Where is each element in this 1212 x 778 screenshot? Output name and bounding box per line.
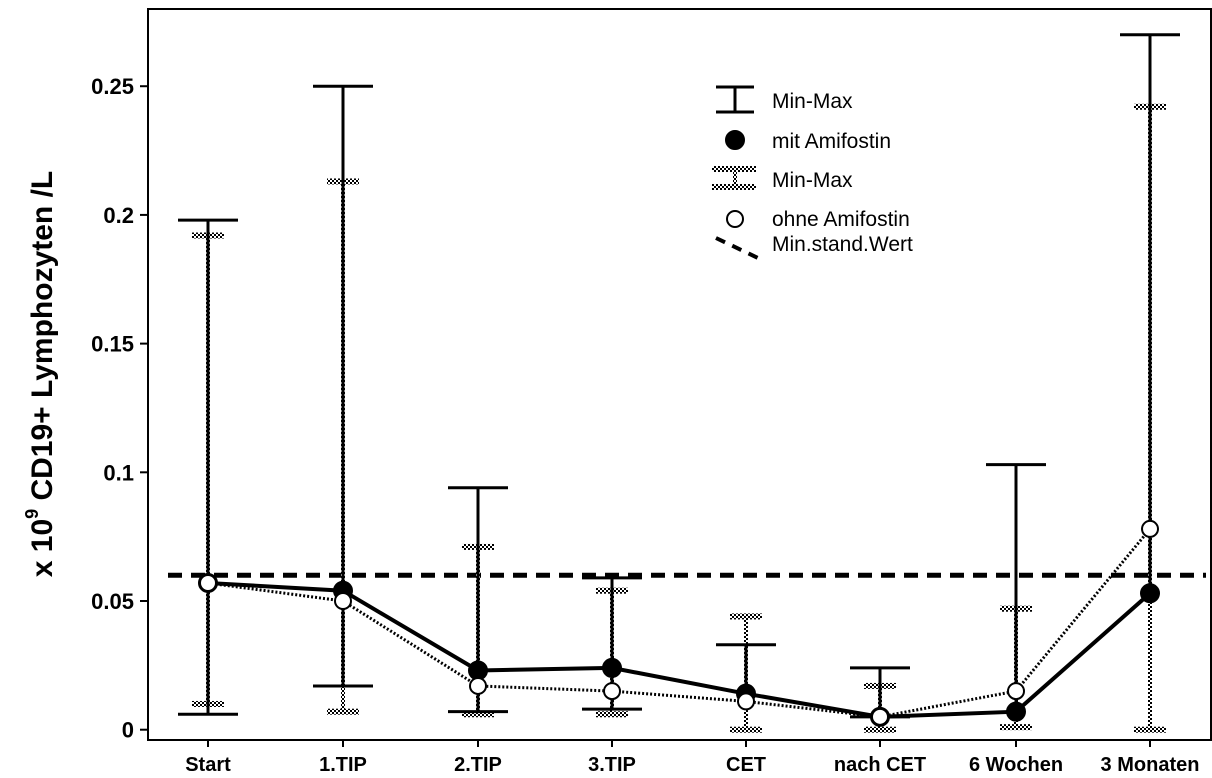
legend: Min-Max mit Amifostin Min-Max ohne Amifo… — [712, 85, 913, 260]
y-axis: 0 0.05 0.1 0.15 0.2 0.25 — [91, 74, 148, 743]
legend-item-mit-range: Min-Max — [716, 85, 853, 114]
errorbar-ohne-cap-min — [462, 711, 494, 718]
y-axis-title-exponent: 9 — [22, 509, 42, 519]
errorbar-mit-3 Monaten — [1120, 33, 1180, 594]
point-mit-3 Monaten — [1140, 583, 1160, 604]
errorbar-ohne-cap-min — [730, 726, 762, 733]
y-tick-label-5: 0.25 — [91, 74, 134, 99]
y-tick-label-3: 0.15 — [91, 332, 134, 357]
legend-label-ohne-amifostin: ohne Amifostin — [772, 208, 910, 231]
line-ohne-amifostin — [207, 527, 1152, 719]
y-axis-title-prefix: x 10 — [26, 519, 59, 577]
plot-frame — [147, 8, 1212, 741]
x-tick-label-3: 3.TIP — [588, 754, 636, 776]
x-tick-label-1: 1.TIP — [319, 754, 367, 776]
point-ohne-nach CET — [871, 707, 889, 726]
x-tick-label-7: 3 Monaten — [1101, 754, 1200, 776]
errorbar-mit-Start — [178, 218, 238, 716]
x-tick-label-2: 2.TIP — [454, 754, 502, 776]
legend-label-mit-range: Min-Max — [772, 90, 853, 113]
legend-label-mit-amifostin: mit Amifostin — [772, 130, 891, 153]
errorbar-ohne-cap-min — [1000, 724, 1032, 731]
point-ohne-2.TIP — [469, 676, 487, 695]
point-ohne-Start — [199, 573, 217, 592]
errorbar-ohne-cap-max — [730, 613, 762, 620]
y-tick-label-4: 0.2 — [103, 203, 134, 228]
point-mit-3.TIP — [602, 657, 622, 678]
point-ohne-1.TIP — [334, 592, 352, 611]
errorbar-ohne-cap-min — [327, 708, 359, 715]
y-tick-label-2: 0.1 — [103, 460, 134, 485]
errorbar-ohne-cap-min — [1134, 726, 1166, 733]
line-mit-amifostin — [207, 580, 1152, 719]
x-tick-label-0: Start — [185, 754, 231, 776]
point-ohne-CET — [737, 692, 755, 711]
legend-item-reference: Min.stand.Wert — [715, 233, 913, 260]
point-ohne-3.TIP — [603, 682, 621, 701]
point-mit-6 Wochen — [1006, 701, 1026, 722]
series-lines — [207, 527, 1152, 719]
point-ohne-3 Monaten — [1141, 519, 1159, 538]
legend-label-reference: Min.stand.Wert — [772, 233, 913, 256]
series-markers — [198, 519, 1160, 727]
legend-item-mit-amifostin: mit Amifostin — [725, 130, 891, 153]
legend-label-ohne-range: Min-Max — [772, 169, 853, 192]
y-axis-title: x 109 CD19+ Lymphozyten /L — [22, 171, 59, 578]
y-axis-title-rest: CD19+ Lymphozyten /L — [26, 171, 59, 509]
x-axis: Start 1.TIP 2.TIP 3.TIP CET nach CET 6 Wochen 3… — [185, 740, 1199, 776]
point-mit-2.TIP — [468, 660, 488, 681]
errorbar-ohne-cap-min — [596, 711, 628, 718]
y-tick-label-1: 0.05 — [91, 589, 134, 614]
legend-item-ohne-range: Min-Max — [712, 166, 853, 192]
y-tick-label-0: 0 — [122, 718, 134, 743]
point-ohne-6 Wochen — [1007, 682, 1025, 701]
error-bars — [178, 33, 1180, 733]
x-tick-label-4: CET — [726, 754, 766, 776]
x-tick-label-5: nach CET — [834, 754, 926, 776]
legend-item-ohne-amifostin: ohne Amifostin — [726, 208, 910, 231]
errorbar-mit-6 Wochen — [986, 463, 1046, 712]
errorbar-ohne-cap-min — [864, 726, 896, 733]
x-tick-label-6: 6 Wochen — [969, 754, 1063, 776]
